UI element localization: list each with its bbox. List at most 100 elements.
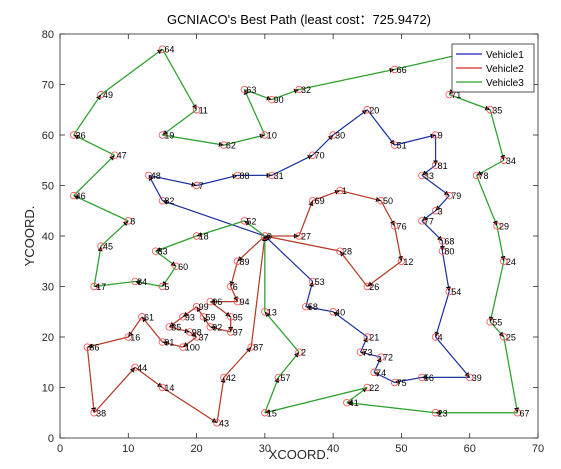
node-marker [227,282,235,291]
route-edge [162,266,177,287]
node-label: 54 [451,287,461,297]
x-tick-label: 40 [327,443,339,455]
route-edge [271,88,300,101]
node-label: 92 [212,322,222,332]
route-edge [162,134,224,147]
node-marker [179,343,187,351]
route-edge [271,154,313,176]
route-edge [93,246,103,287]
route-edge [305,281,314,307]
node-marker [90,282,98,291]
route-edge [168,316,184,328]
node-label: 8 [130,216,135,226]
route-edge [161,48,198,110]
legend: Vehicle1 Vehicle2 Vehicle3 [451,43,535,93]
x-tick-label: 60 [464,443,476,455]
node-marker [336,247,344,255]
node-label: 42 [226,373,236,383]
node-marker [192,333,201,341]
route-edge [366,109,395,146]
node-marker [69,191,78,200]
route-edge [421,220,443,242]
node-marker [431,131,440,139]
node-label: 27 [301,232,311,242]
route-edge [441,251,451,292]
node-marker [438,247,447,255]
node-label: 47 [117,151,127,161]
node-label: 97 [233,327,243,337]
node-label: 0 [267,232,272,242]
node-marker [418,217,426,225]
node-marker [329,308,337,316]
node-marker [90,409,98,417]
node-label: 34 [506,156,516,166]
route-edge [73,94,102,136]
node-label: 67 [520,408,530,418]
node-marker [240,85,249,94]
node-label: 37 [199,333,209,343]
node-label: 21 [369,333,379,343]
route-edge [223,346,252,378]
node-marker [431,333,440,341]
node-marker [158,383,167,392]
node-marker [295,348,303,356]
node-marker [97,242,105,250]
node-label: 80 [444,247,454,257]
node-label: 90 [274,95,284,105]
node-marker [500,333,508,341]
node-label: 76 [397,221,407,231]
node-label: 10 [267,131,277,141]
node-label: 56 [424,373,434,383]
node-marker [124,333,132,341]
route-edge [243,89,266,136]
node-label: 79 [451,191,461,201]
node-marker [151,247,160,255]
node-label: 58 [308,302,318,312]
node-marker [97,90,105,99]
node-marker [227,328,235,336]
x-tick-label: 30 [259,443,271,455]
node-label: 77 [424,216,434,226]
node-marker [233,257,242,265]
route-edge [162,387,218,424]
route-edge [73,154,115,196]
route-edge [264,387,368,414]
route-vehicle3 [73,47,520,416]
node-marker [466,373,474,382]
node-label: 26 [369,282,379,292]
node-marker [192,106,201,114]
route-edge [264,235,314,282]
node-label: 69 [315,196,325,206]
route-edge [141,316,163,343]
node-marker [336,186,344,195]
route-vehicle2 [86,189,403,424]
node-label: 17 [96,282,106,292]
x-tick-label: 20 [190,443,202,455]
node-label: 86 [89,343,99,353]
route-edge [155,235,197,252]
node-label: 38 [96,408,106,418]
node-marker [240,217,249,225]
x-tick-label: 70 [532,443,544,455]
route-edge [346,400,436,414]
route-edge [449,94,491,111]
node-marker [179,313,187,321]
node-label: 48 [151,171,161,181]
node-marker [220,141,228,149]
node-label: 22 [369,383,379,393]
node-label: 12 [403,257,413,267]
node-label: 5 [164,282,169,292]
route-edge [332,311,368,338]
node-marker [390,141,399,149]
node-label: 51 [397,141,407,151]
node-label: 85 [171,322,181,332]
route-edge [134,366,163,388]
node-marker [513,409,522,417]
node-label: 96 [212,297,222,307]
node-marker [418,171,426,180]
node-marker [397,257,406,265]
route-edge [380,200,396,227]
node-marker [356,348,365,356]
